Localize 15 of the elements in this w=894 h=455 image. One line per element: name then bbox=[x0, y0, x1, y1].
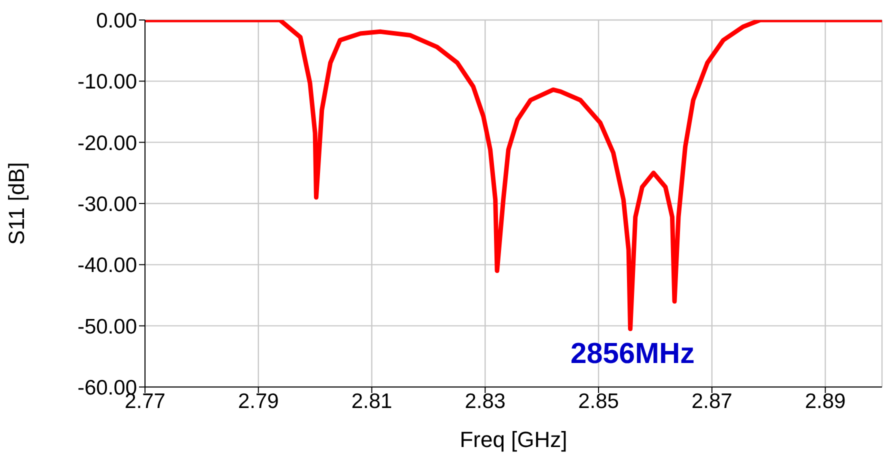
x-tick-label: 2.85 bbox=[578, 390, 619, 413]
y-tick-label: 0.00 bbox=[96, 9, 137, 32]
x-tick-label: 2.89 bbox=[804, 390, 846, 413]
x-tick-label: 2.87 bbox=[691, 390, 732, 413]
x-tick-label: 2.83 bbox=[464, 390, 506, 413]
y-tick-label: -20.00 bbox=[77, 132, 137, 155]
y-tick-label: -30.00 bbox=[77, 192, 137, 216]
y-tick-label: -50.00 bbox=[77, 315, 137, 338]
x-tick-label: 2.79 bbox=[238, 390, 279, 413]
x-tick-label: 2.81 bbox=[351, 390, 392, 413]
x-axis-title: Freq [GHz] bbox=[460, 427, 568, 452]
annotation: 2856MHz bbox=[570, 338, 695, 370]
y-tick-label: -10.00 bbox=[77, 70, 137, 94]
y-axis-title: S11 [dB] bbox=[4, 162, 29, 245]
y-tick-label: -40.00 bbox=[77, 254, 137, 278]
